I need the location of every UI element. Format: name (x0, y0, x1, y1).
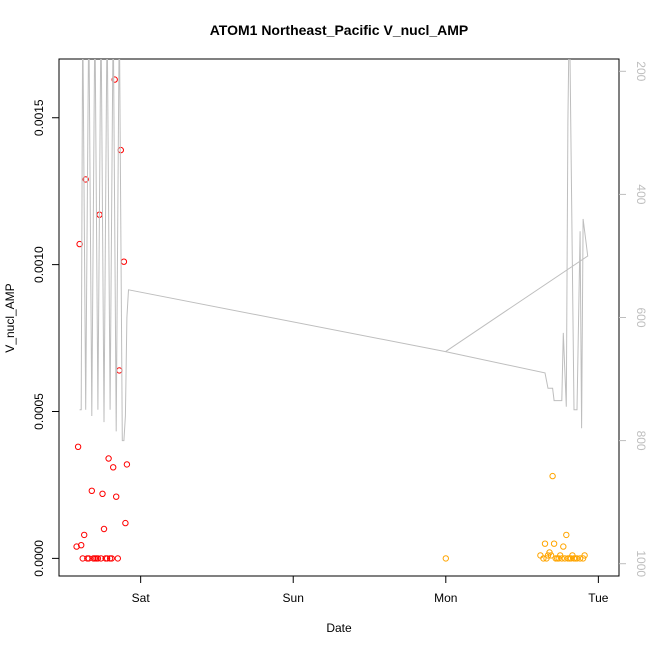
series-1-point-4 (543, 555, 550, 562)
series-0-point-19 (103, 555, 111, 562)
series-2-line (79, 59, 589, 442)
x-tick-label-3: Tue (588, 591, 609, 605)
series-0-point-28 (117, 146, 125, 154)
series-0-point-9 (88, 487, 96, 494)
x-axis-label: Date (326, 621, 352, 635)
series-1-point-25 (576, 555, 584, 562)
y-axis-label: V_nucl_AMP (3, 283, 17, 352)
x-tick-label-1: Sun (283, 591, 304, 605)
series-0-point-1 (74, 443, 82, 450)
series-0-point-23 (110, 464, 117, 471)
y-tick-label-0: 0.0000 (32, 540, 46, 577)
series-0-point-3 (78, 542, 85, 549)
series-1-point-14 (558, 555, 565, 562)
series-0-point-5 (81, 531, 88, 539)
series-0-point-31 (123, 461, 131, 468)
series-1-point-12 (555, 555, 562, 562)
x-tick-label-0: Sat (132, 591, 151, 605)
series-0-point-24 (111, 76, 118, 83)
series-1-point-24 (573, 555, 581, 562)
series-0-point-27 (116, 367, 123, 374)
y2-tick-label-0: 200 (634, 61, 648, 81)
series-0-point-26 (114, 555, 122, 562)
series-1-point-7 (547, 552, 555, 559)
y-tick-label-1: 0.0005 (32, 393, 46, 430)
series-1-point-15 (560, 543, 567, 550)
series-0-point-15 (97, 555, 105, 562)
y2-tick-label-4: 1000 (634, 550, 648, 577)
plot-series (73, 59, 589, 562)
series-0-point-30 (122, 519, 129, 527)
series-1-point-9 (550, 540, 558, 547)
y-tick-label-2: 0.0010 (32, 246, 46, 283)
series-1-point-16 (561, 555, 568, 562)
y2-tick-label-3: 800 (634, 431, 648, 451)
series-0-point-25 (113, 493, 120, 500)
series-1-point-20 (567, 555, 575, 562)
chart-marks: Sat Sun Mon Tue 0.0000 0.0005 0.0010 0.0015 200 4… (32, 59, 648, 605)
series-1-point-0 (442, 555, 449, 562)
series-0-point-20 (105, 455, 112, 462)
series-1-point-27 (581, 552, 588, 559)
series-1-point-26 (579, 555, 587, 562)
plot-frame (58, 58, 620, 577)
series-0-point-6 (82, 176, 89, 183)
series-0-point-17 (100, 525, 108, 533)
y2-tick-label-2: 600 (634, 307, 648, 327)
y2-tick-label-1: 400 (634, 184, 648, 204)
series-0-point-13 (94, 555, 102, 562)
series-1-point-17 (563, 531, 570, 539)
series-1-point-2 (540, 555, 547, 562)
series-1-point-8 (549, 472, 556, 480)
series-0-point-29 (120, 258, 128, 265)
chart-title: ATOM1 Northeast_Pacific V_nucl_AMP (210, 22, 469, 38)
series-0-point-16 (99, 490, 106, 497)
series-0-point-8 (85, 555, 93, 562)
y-tick-label-3: 0.0015 (32, 99, 46, 136)
series-0-point-22 (108, 555, 115, 562)
series-0-point-4 (79, 555, 86, 562)
x-tick-label-2: Mon (434, 591, 457, 605)
series-1-point-3 (541, 540, 549, 547)
